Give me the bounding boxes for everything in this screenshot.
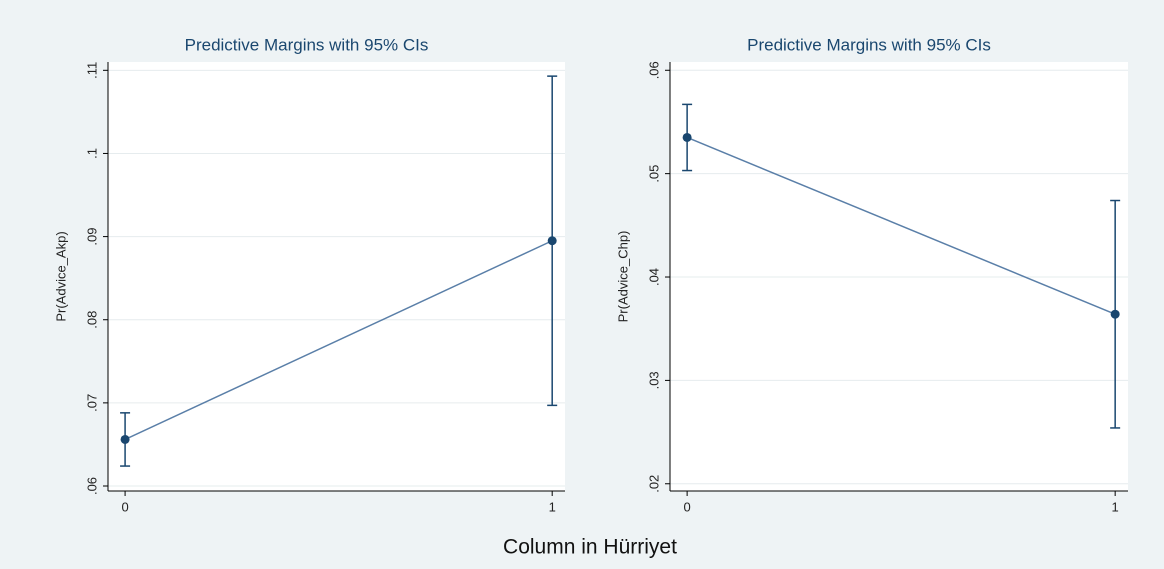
marker	[682, 132, 692, 142]
y-tick-label: .02	[646, 475, 661, 493]
y-axis-label: Pr(Advice_Akp)	[53, 231, 68, 321]
marker	[120, 434, 130, 444]
x-tick-label: 0	[684, 499, 691, 514]
marker	[1110, 309, 1120, 319]
y-tick-label: .09	[84, 228, 99, 246]
chart-title: Predictive Margins with 95% CIs	[185, 35, 429, 54]
y-tick-label: .1	[84, 148, 99, 159]
chart-title: Predictive Margins with 95% CIs	[747, 35, 991, 54]
y-axis-label: Pr(Advice_Chp)	[615, 231, 630, 323]
line	[686, 136, 1116, 315]
x-tick-label: 0	[121, 499, 128, 514]
y-tick-label: .07	[84, 394, 99, 412]
y-tick-label: .06	[84, 477, 99, 495]
y-tick-label: .11	[84, 62, 99, 79]
x-tick-label: 1	[549, 499, 556, 514]
y-tick-label: .08	[84, 311, 99, 329]
y-tick-label: .06	[646, 61, 661, 79]
y-tick-label: .04	[646, 268, 661, 286]
shared-x-label: Column in Hürriyet	[503, 536, 677, 559]
marker	[547, 236, 557, 246]
plot-area	[108, 62, 565, 491]
y-tick-label: .03	[646, 371, 661, 389]
plot-area	[670, 62, 1128, 491]
line	[124, 240, 553, 441]
x-tick-label: 1	[1112, 499, 1119, 514]
y-tick-label: .05	[646, 165, 661, 183]
